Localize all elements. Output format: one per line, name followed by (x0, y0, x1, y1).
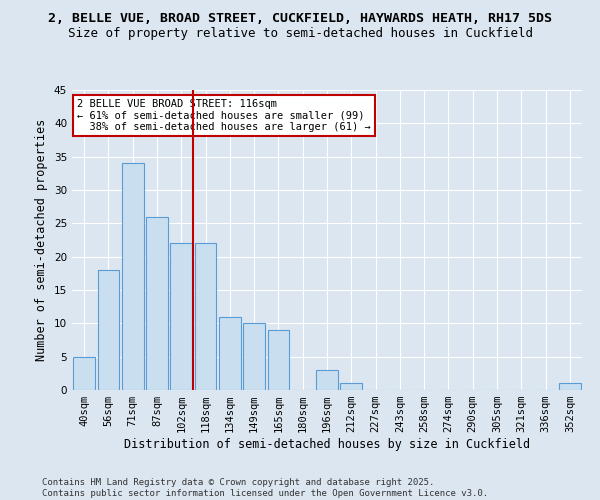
Y-axis label: Number of semi-detached properties: Number of semi-detached properties (35, 119, 49, 361)
Bar (559, 384, 581, 390)
Bar (243, 324, 265, 390)
Bar (219, 316, 241, 390)
Text: 2, BELLE VUE, BROAD STREET, CUCKFIELD, HAYWARDS HEATH, RH17 5DS: 2, BELLE VUE, BROAD STREET, CUCKFIELD, H… (48, 12, 552, 26)
X-axis label: Distribution of semi-detached houses by size in Cuckfield: Distribution of semi-detached houses by … (124, 438, 530, 451)
Text: Size of property relative to semi-detached houses in Cuckfield: Size of property relative to semi-detach… (67, 28, 533, 40)
Bar (340, 384, 362, 390)
Bar (73, 356, 95, 390)
Text: Contains HM Land Registry data © Crown copyright and database right 2025.
Contai: Contains HM Land Registry data © Crown c… (42, 478, 488, 498)
Bar (146, 216, 168, 390)
Bar (316, 370, 338, 390)
Bar (170, 244, 192, 390)
Bar (194, 244, 217, 390)
Bar (97, 270, 119, 390)
Bar (268, 330, 289, 390)
Bar (122, 164, 143, 390)
Text: 2 BELLE VUE BROAD STREET: 116sqm
← 61% of semi-detached houses are smaller (99)
: 2 BELLE VUE BROAD STREET: 116sqm ← 61% o… (77, 99, 371, 132)
